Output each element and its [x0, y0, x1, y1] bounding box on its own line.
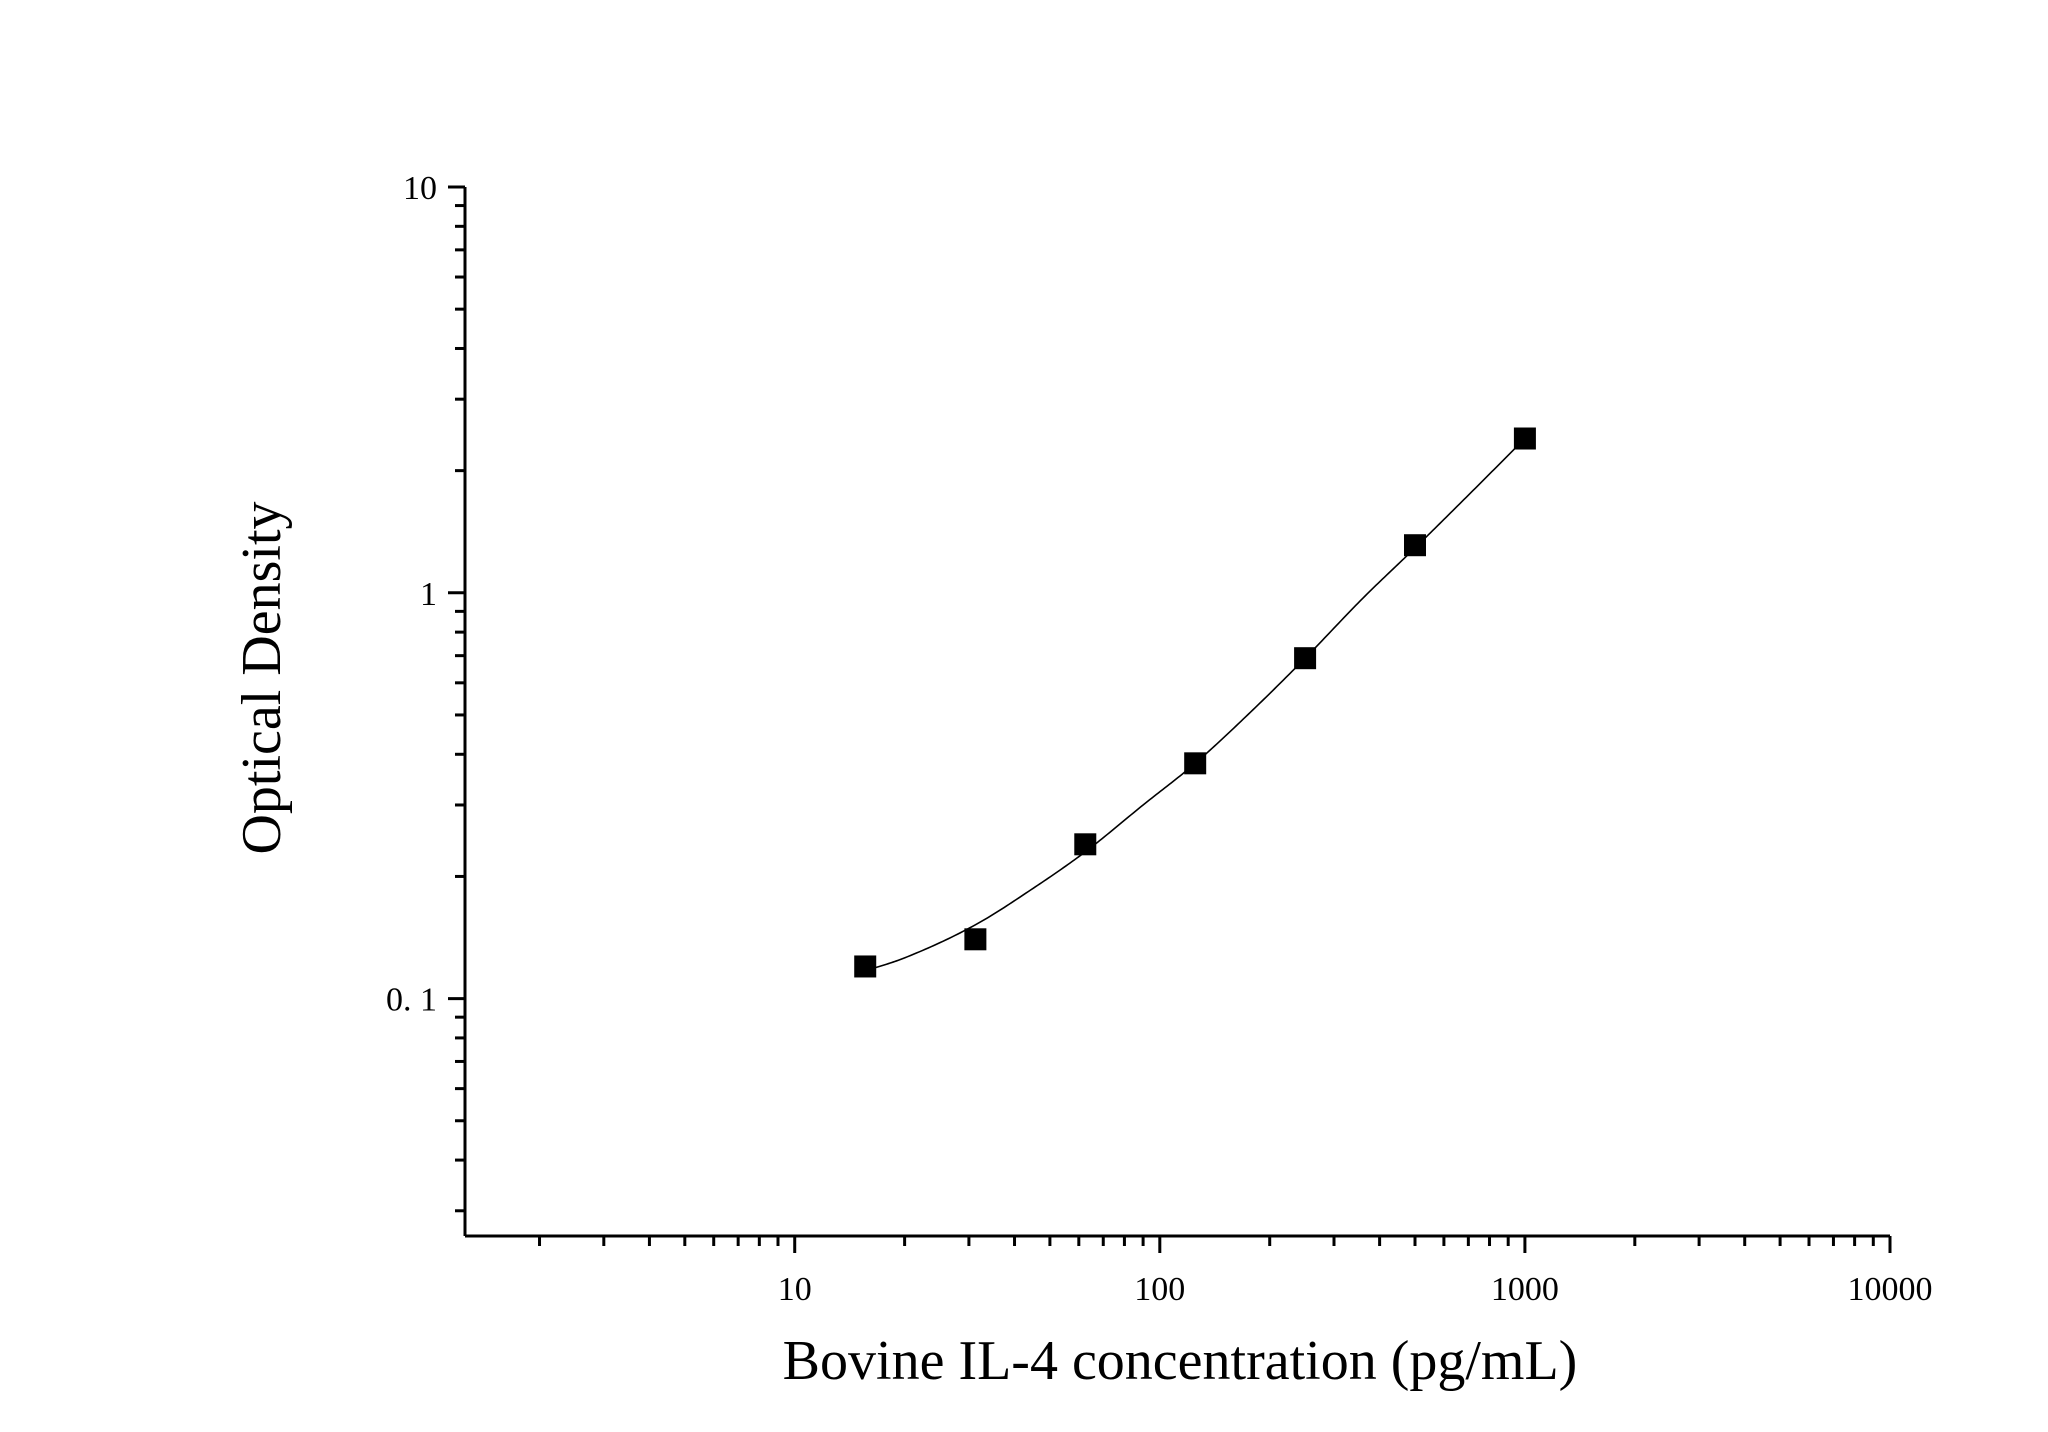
x-axis-title: Bovine IL-4 concentration (pg/mL): [783, 1330, 1578, 1392]
x-tick-label: 100: [1134, 1271, 1185, 1308]
data-point-marker: [1404, 534, 1426, 557]
fit-curve-layer: [864, 437, 1526, 972]
data-point-marker: [964, 928, 987, 951]
data-point-marker: [854, 955, 877, 978]
axes: 10 100 1000 10000 0. 1 1 10: [386, 170, 1933, 1308]
data-point-marker: [1074, 833, 1097, 856]
y-tick-label: 10: [403, 170, 437, 207]
data-point-marker: [1513, 427, 1536, 450]
x-tick-label: 1000: [1491, 1271, 1559, 1308]
x-tick-label: 10000: [1848, 1271, 1933, 1308]
y-tick-label: 0. 1: [386, 982, 437, 1019]
x-tick-label: 10: [778, 1271, 812, 1308]
data-point-marker: [1294, 647, 1317, 670]
y-tick-label: 1: [420, 576, 437, 613]
data-point-marker: [1184, 752, 1207, 775]
data-points-layer: [854, 427, 1536, 978]
fit-curve-line: [864, 437, 1526, 972]
y-axis-title: Optical Density: [231, 501, 293, 854]
